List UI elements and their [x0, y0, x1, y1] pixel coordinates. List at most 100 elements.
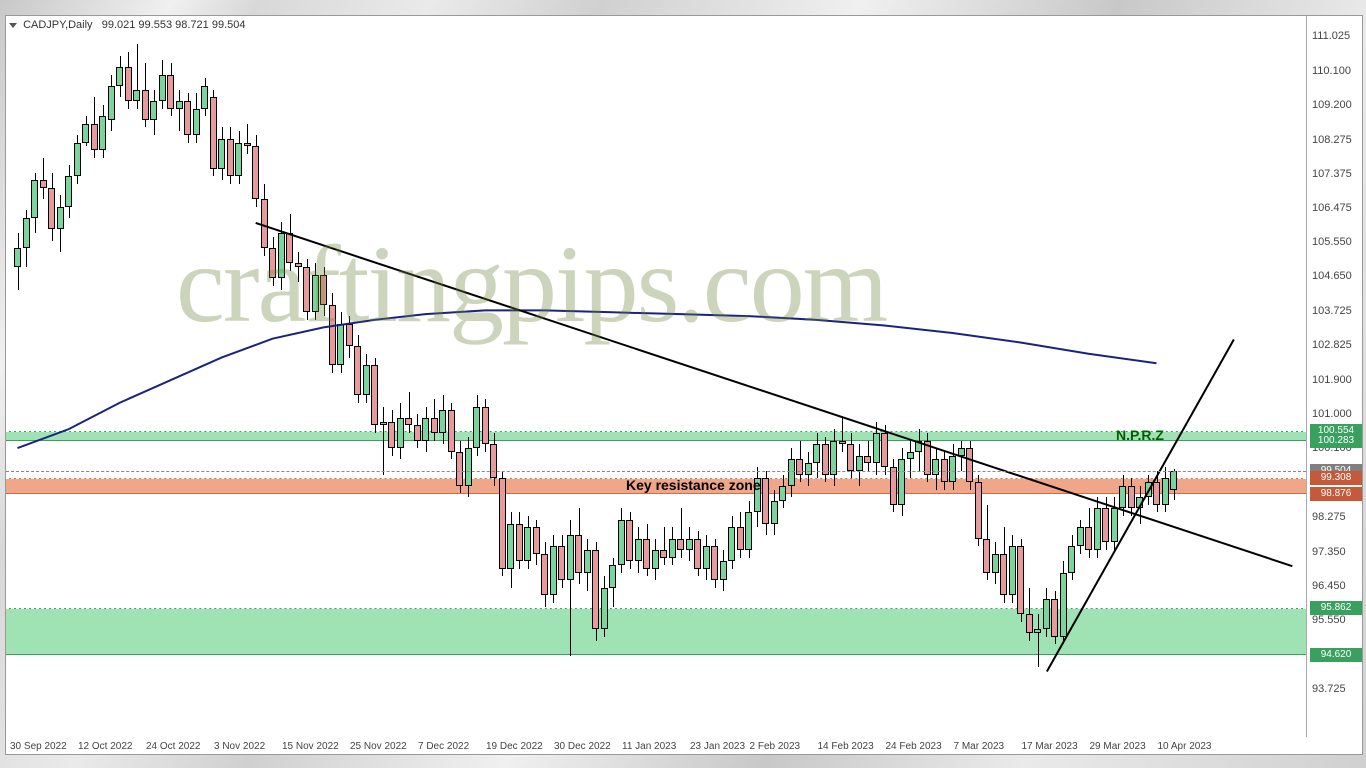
candle — [48, 188, 55, 230]
y-tick: 98.275 — [1308, 511, 1362, 523]
candle — [567, 535, 574, 580]
candle — [1085, 527, 1092, 550]
candle — [516, 524, 523, 562]
candle — [414, 425, 421, 440]
candle — [1043, 599, 1050, 629]
candle — [108, 86, 115, 120]
candle — [1034, 629, 1041, 633]
candle — [660, 550, 667, 558]
zone-green-lower — [6, 608, 1306, 655]
candle — [184, 101, 191, 135]
candle — [1000, 554, 1007, 596]
zone-green-upper — [6, 431, 1306, 441]
candle — [779, 486, 786, 501]
candle — [584, 550, 591, 573]
candle — [694, 539, 701, 569]
x-tick: 19 Dec 2022 — [486, 741, 543, 752]
candle — [65, 176, 72, 206]
x-tick: 2 Feb 2023 — [750, 741, 801, 752]
candle — [1162, 478, 1169, 504]
candle — [176, 101, 183, 109]
candle — [601, 588, 608, 630]
price-badge: 99.308 — [1310, 471, 1362, 485]
candle — [618, 520, 625, 565]
x-tick: 11 Jan 2023 — [622, 741, 676, 752]
annotation-resistance: Key resistance zone — [626, 477, 761, 493]
candle — [533, 527, 540, 553]
candle — [771, 501, 778, 524]
candle — [295, 263, 302, 267]
candle — [303, 267, 310, 312]
candle — [975, 482, 982, 539]
candle — [643, 539, 650, 569]
candle — [380, 422, 387, 426]
candle — [40, 180, 47, 188]
candle — [82, 124, 89, 143]
annotation-nprz: N.P.R.Z — [1116, 427, 1164, 443]
chart-window: CADJPY,Daily 99.021 99.553 98.721 99.504… — [5, 15, 1363, 755]
candle — [745, 512, 752, 550]
candle — [269, 248, 276, 278]
candle — [762, 478, 769, 523]
candle — [788, 459, 795, 485]
candle — [907, 452, 914, 460]
candle — [312, 275, 319, 313]
dropdown-icon[interactable] — [9, 23, 17, 28]
x-tick: 24 Feb 2023 — [886, 741, 942, 752]
candle — [482, 407, 489, 445]
candle — [57, 207, 64, 230]
candle — [592, 550, 599, 629]
candle — [507, 524, 514, 569]
candle — [490, 444, 497, 478]
x-axis: 30 Sep 202212 Oct 202224 Oct 20223 Nov 2… — [6, 736, 1306, 754]
candle — [371, 365, 378, 425]
candle — [711, 546, 718, 580]
candle — [839, 441, 846, 445]
candle — [558, 546, 565, 580]
y-tick: 109.200 — [1308, 99, 1362, 111]
y-tick: 110.100 — [1308, 65, 1362, 77]
candle — [932, 459, 939, 474]
candle — [1170, 471, 1177, 490]
x-tick: 30 Sep 2022 — [10, 741, 67, 752]
candle — [31, 180, 38, 218]
candle — [142, 90, 149, 120]
candle — [1026, 614, 1033, 633]
candle — [99, 116, 106, 150]
price-badge: 95.862 — [1310, 601, 1362, 615]
candle — [499, 478, 506, 569]
candle — [116, 67, 123, 86]
candle — [669, 539, 676, 558]
candle — [133, 90, 140, 101]
candle — [252, 146, 259, 199]
candle — [720, 561, 727, 580]
candle — [473, 407, 480, 449]
x-tick: 12 Oct 2022 — [78, 741, 132, 752]
x-tick: 24 Oct 2022 — [146, 741, 200, 752]
y-tick: 93.725 — [1308, 683, 1362, 695]
x-tick: 30 Dec 2022 — [554, 741, 611, 752]
candle — [125, 67, 132, 101]
y-tick: 107.375 — [1308, 168, 1362, 180]
y-tick: 96.450 — [1308, 580, 1362, 592]
candle — [992, 554, 999, 573]
y-tick: 106.475 — [1308, 202, 1362, 214]
candle — [609, 565, 616, 588]
candle — [652, 550, 659, 569]
x-tick: 17 Mar 2023 — [1022, 741, 1078, 752]
candle — [890, 467, 897, 505]
candle — [363, 365, 370, 395]
candle — [1119, 486, 1126, 509]
chart-area[interactable]: craftingpips.com Key resistance zoneN.P.… — [6, 16, 1307, 737]
candle — [635, 539, 642, 562]
candle — [898, 459, 905, 504]
candle — [439, 410, 446, 433]
y-tick: 101.000 — [1308, 408, 1362, 420]
candle — [320, 275, 327, 305]
candle — [1153, 482, 1160, 505]
candle — [167, 75, 174, 109]
candle — [626, 520, 633, 562]
candle — [575, 535, 582, 573]
candle — [210, 97, 217, 169]
x-tick: 29 Mar 2023 — [1090, 741, 1146, 752]
